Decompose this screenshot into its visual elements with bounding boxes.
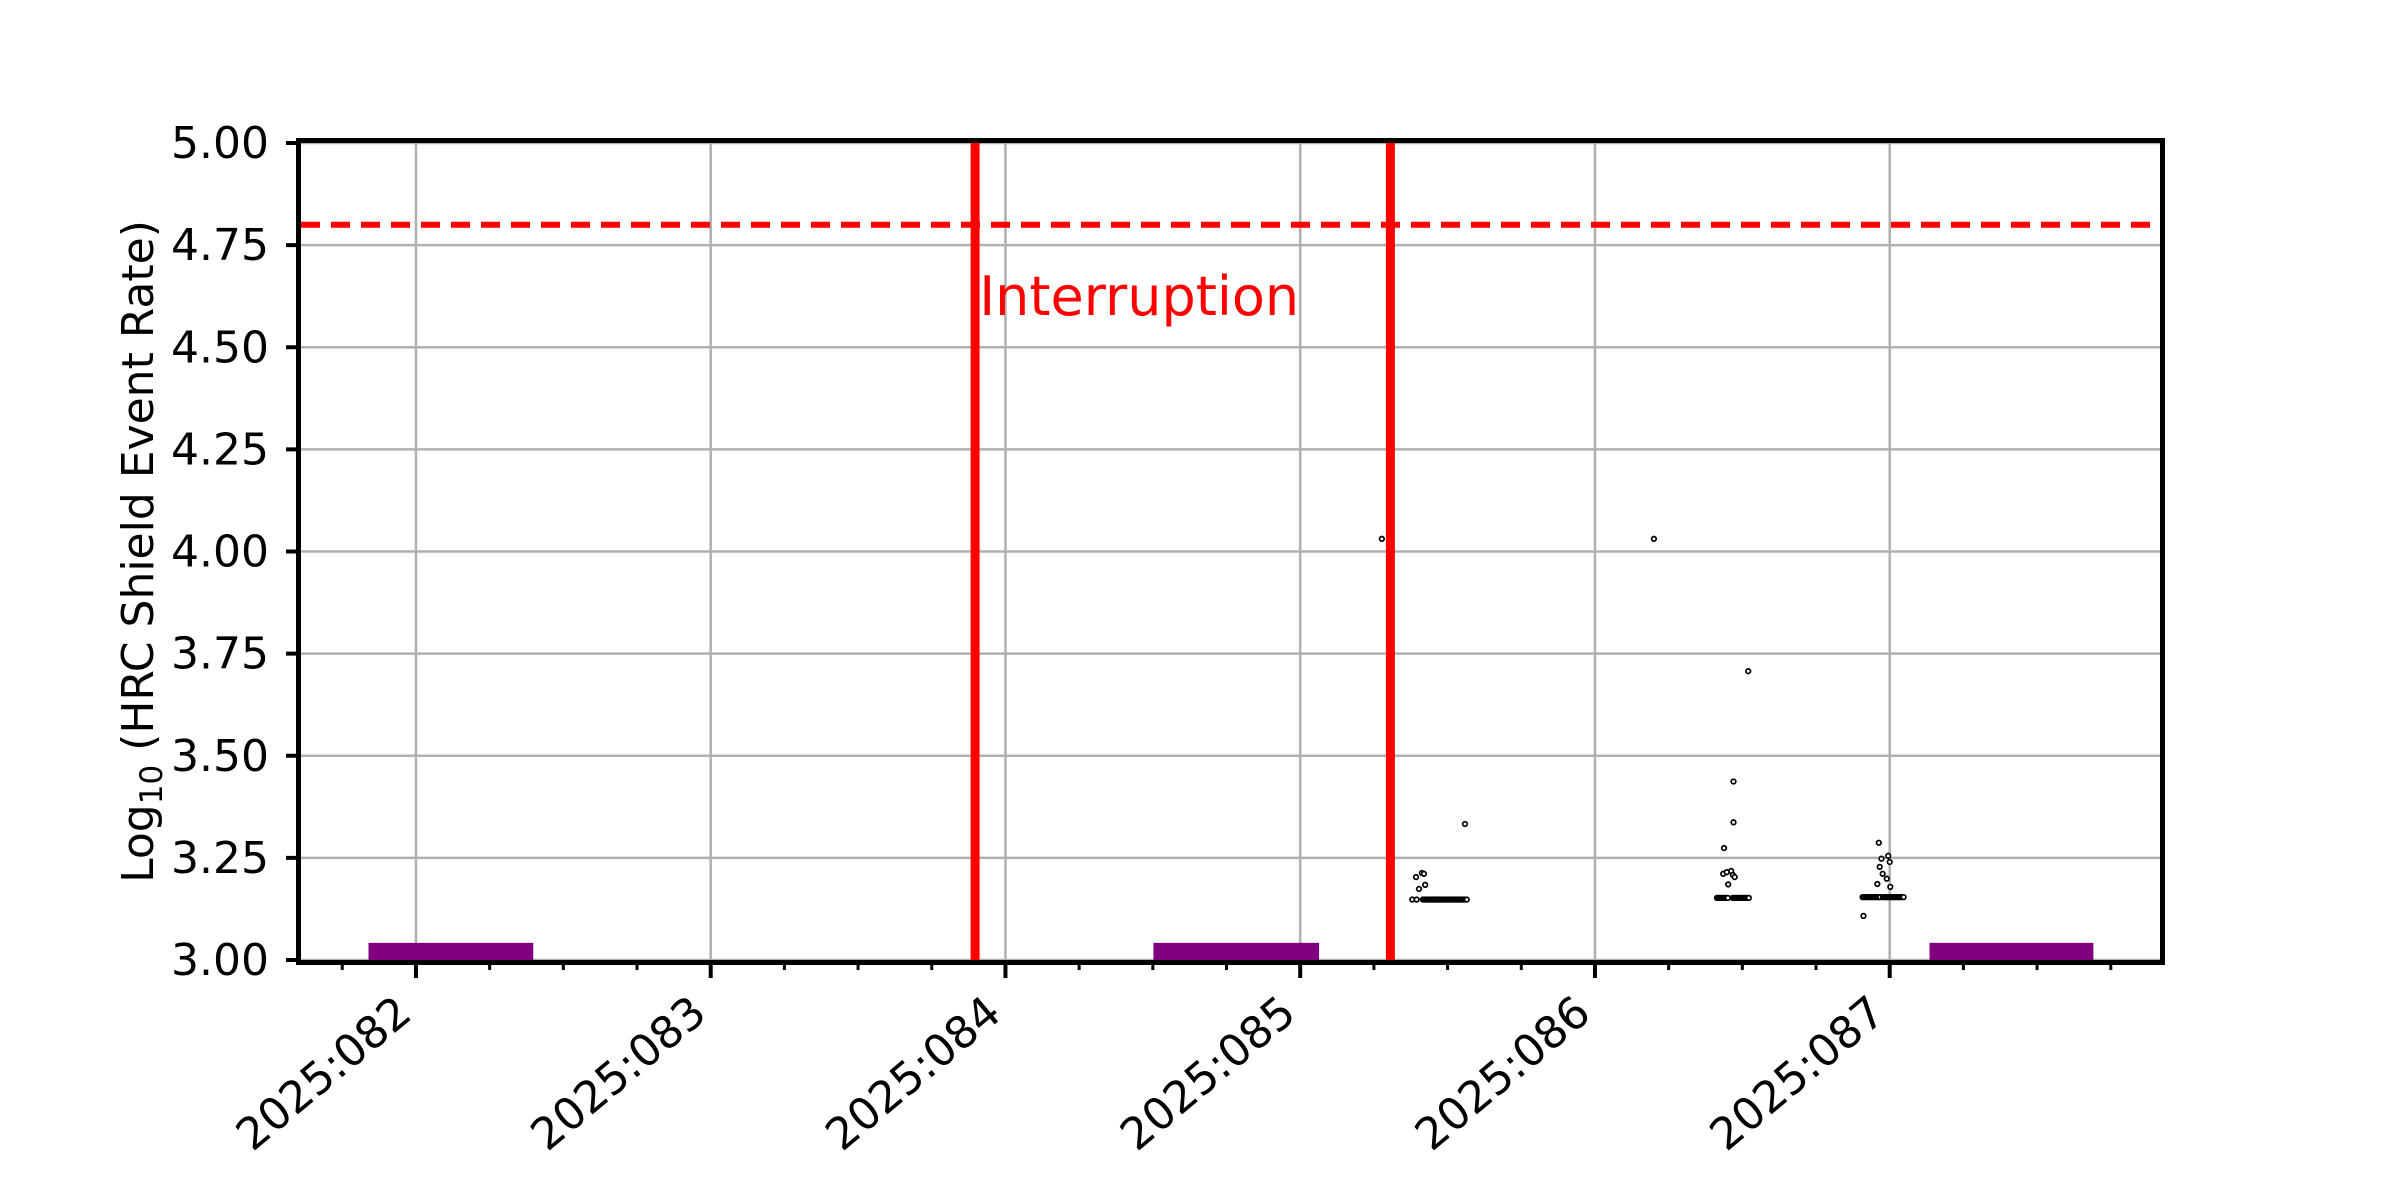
data-point — [1415, 885, 1423, 893]
interruption-label: Interruption — [979, 265, 1299, 328]
x-axis-tick-label: 2025:085 — [1111, 986, 1305, 1161]
data-point — [1720, 844, 1728, 852]
radzone-bar — [1929, 942, 2094, 960]
data-point — [1878, 855, 1885, 862]
data-point — [1883, 875, 1890, 882]
dense-cluster-point — [1745, 894, 1752, 902]
radzone-bar — [1153, 942, 1320, 960]
data-point — [1650, 535, 1658, 542]
dense-cluster-point — [1900, 893, 1907, 901]
data-point — [1879, 870, 1886, 877]
dense-cluster-point — [1463, 896, 1470, 903]
y-axis-tick-label: 4.00 — [171, 527, 269, 578]
data-point — [1730, 778, 1737, 785]
y-axis-tick-label: 4.50 — [171, 322, 269, 373]
data-point — [1860, 912, 1867, 920]
y-axis-tick-label: 3.00 — [171, 935, 269, 986]
x-axis-tick-label: 2025:084 — [816, 986, 1010, 1161]
data-point — [1725, 881, 1732, 888]
data-point — [1885, 852, 1892, 859]
data-point — [1731, 873, 1738, 881]
y-axis-tick-label: 5.00 — [171, 118, 269, 169]
data-point — [1745, 668, 1752, 675]
y-axis-tick-label: 4.25 — [171, 424, 269, 475]
data-point — [1875, 839, 1882, 846]
x-axis-tick-label: 2025:083 — [522, 986, 716, 1161]
y-axis-label: Log10 (HRC Shield Event Rate) — [113, 220, 170, 883]
x-axis-tick-label: 2025:087 — [1701, 986, 1895, 1161]
x-axis-tick-label: 2025:082 — [227, 986, 421, 1161]
y-axis-tick-label: 4.75 — [171, 220, 269, 271]
data-point — [1876, 863, 1883, 871]
data-point — [1887, 883, 1894, 891]
data-point — [1874, 880, 1881, 888]
y-axis-tick-label: 3.75 — [171, 629, 269, 680]
data-point — [1461, 820, 1469, 828]
data-point — [1378, 535, 1386, 542]
radzone-bar — [368, 942, 534, 960]
data-point — [1730, 819, 1737, 826]
data-point — [1412, 873, 1420, 881]
data-point — [1886, 858, 1893, 866]
data-point — [1422, 881, 1429, 888]
y-axis-tick-label: 3.50 — [171, 731, 269, 782]
data-point — [1413, 896, 1420, 903]
y-axis-tick-label: 3.25 — [171, 833, 269, 884]
dense-cluster-point — [1724, 894, 1732, 902]
x-axis-tick-label: 2025:086 — [1406, 986, 1600, 1161]
data-point — [1420, 870, 1428, 877]
